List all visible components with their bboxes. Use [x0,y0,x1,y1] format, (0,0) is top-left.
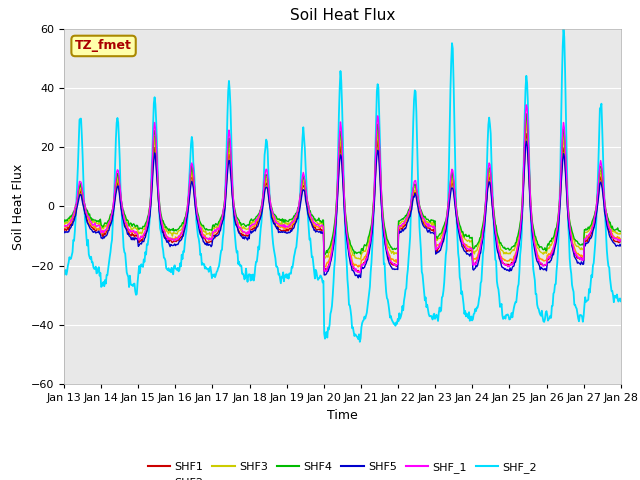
SHF_2 [214,268,221,274]
SHF4 [60,219,68,225]
SHF1 [214,230,221,236]
SHF4 [184,198,192,204]
SHF1 [522,131,530,137]
SHF_1 [522,102,530,108]
SHF5 [522,138,530,144]
SHF5 [184,209,192,215]
Line: SHF5: SHF5 [64,141,621,278]
SHF1 [70,216,78,221]
Line: SHF3: SHF3 [64,118,621,259]
Title: Soil Heat Flux: Soil Heat Flux [290,9,395,24]
SHF2 [127,229,135,235]
SHF3 [70,210,78,216]
SHF_1 [70,210,78,216]
Y-axis label: Soil Heat Flux: Soil Heat Flux [12,163,25,250]
SHF3 [411,184,419,190]
SHF_2 [70,238,78,244]
SHF1 [617,239,625,245]
SHF_1 [411,178,419,184]
SHF_1 [428,224,435,229]
SHF2 [355,264,362,270]
SHF3 [522,115,530,120]
SHF5 [617,243,625,249]
SHF3 [428,219,435,225]
SHF2 [214,227,221,232]
SHF4 [428,217,435,223]
SHF3 [60,222,68,228]
SHF4 [321,252,328,258]
SHF_1 [184,200,192,206]
SHF3 [617,230,625,236]
SHF4 [411,181,419,187]
SHF4 [617,228,625,234]
SHF2 [70,213,78,218]
SHF1 [428,227,435,233]
SHF1 [184,206,192,212]
Line: SHF2: SHF2 [64,125,621,267]
Line: SHF4: SHF4 [64,114,621,255]
SHF2 [617,236,625,242]
SHF_1 [617,237,625,242]
SHF2 [428,224,435,229]
SHF3 [356,256,364,262]
SHF_2 [428,313,435,319]
Text: TZ_fmet: TZ_fmet [75,39,132,52]
SHF_2 [60,272,68,277]
SHF_1 [214,225,221,231]
SHF3 [127,227,135,232]
SHF_2 [184,207,192,213]
SHF5 [70,218,78,224]
X-axis label: Time: Time [327,408,358,421]
SHF_2 [559,26,567,32]
SHF5 [127,237,135,242]
SHF5 [214,233,221,239]
SHF3 [214,227,221,232]
SHF_1 [356,270,364,276]
SHF4 [70,208,78,214]
SHF1 [356,270,364,276]
Line: SHF_2: SHF_2 [64,29,621,342]
SHF2 [522,122,530,128]
SHF_2 [356,339,364,345]
SHF4 [522,111,530,117]
SHF5 [355,275,362,281]
SHF1 [411,189,419,195]
SHF_2 [411,87,419,93]
Line: SHF_1: SHF_1 [64,105,621,273]
SHF5 [60,228,68,234]
SHF5 [428,230,435,236]
Line: SHF1: SHF1 [64,134,621,273]
Legend: SHF1, SHF2, SHF3, SHF4, SHF5, SHF_1, SHF_2: SHF1, SHF2, SHF3, SHF4, SHF5, SHF_1, SHF… [143,457,541,480]
SHF1 [60,228,68,234]
SHF2 [60,224,68,229]
SHF_2 [617,299,625,304]
SHF_2 [127,282,135,288]
SHF3 [184,202,192,207]
SHF2 [411,187,419,193]
SHF_1 [127,228,135,234]
SHF4 [214,222,221,228]
SHF2 [184,204,192,210]
SHF1 [127,233,135,239]
SHF4 [127,221,135,227]
SHF5 [411,191,419,196]
SHF_1 [60,224,68,229]
